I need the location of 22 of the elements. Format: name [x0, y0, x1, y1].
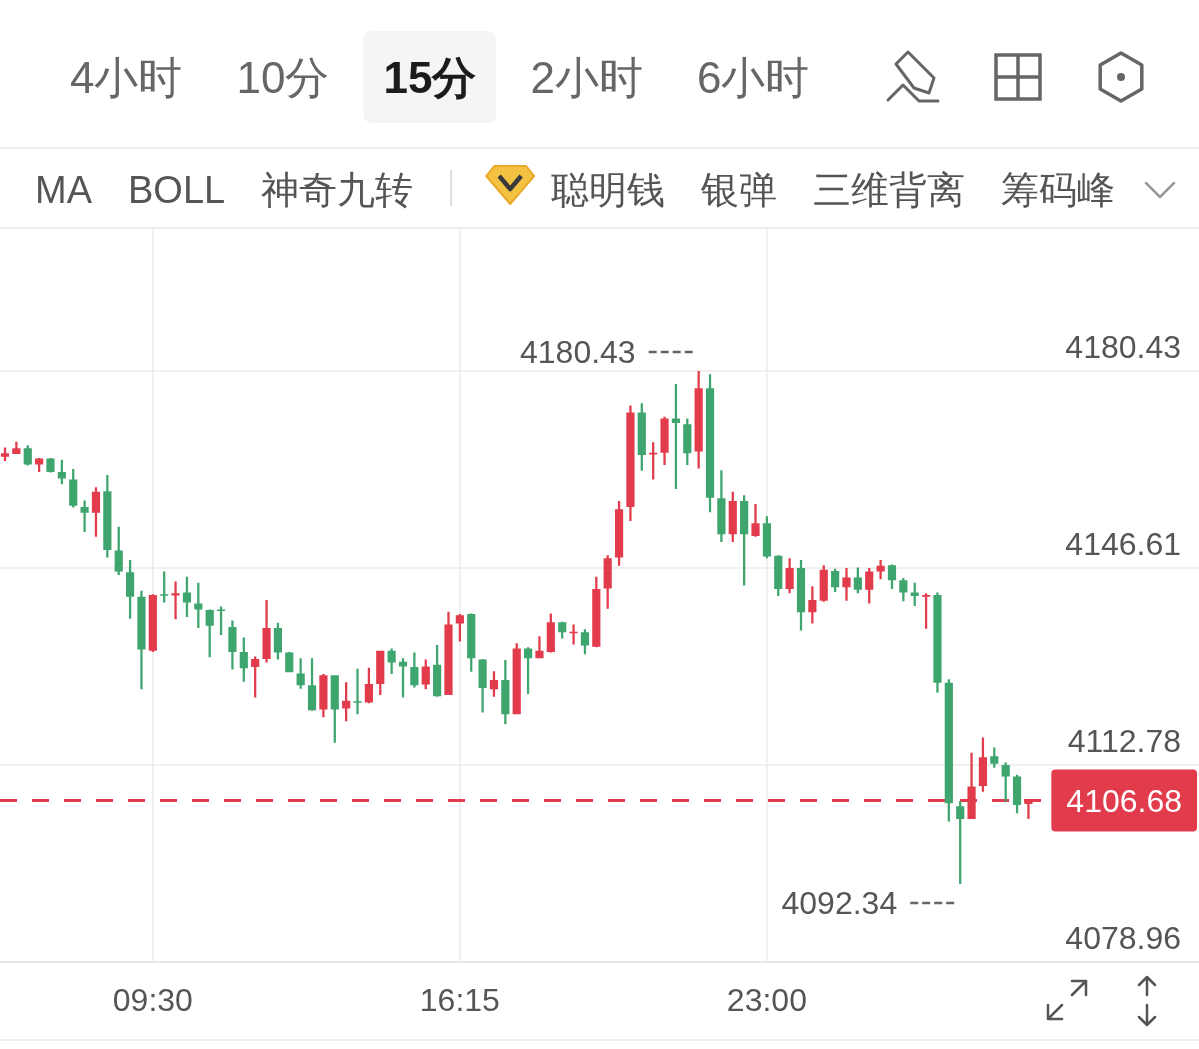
y-tick-label: 4112.78 [1067, 723, 1181, 760]
text: BOLL [128, 169, 226, 211]
y-tick-label: 4078.96 [1065, 920, 1181, 956]
annotation: 4092.34 [781, 885, 898, 922]
text: 2小时 [530, 52, 643, 102]
x-tick-label: 16:15 [419, 982, 500, 1018]
y-tick-label: 4180.43 [1065, 329, 1181, 366]
x-tick-label: 09:30 [112, 982, 193, 1018]
annotation: 4180.43 [519, 334, 636, 371]
text: 筹码峰 [1001, 169, 1116, 211]
x-tick-label: 23:00 [726, 982, 807, 1018]
text: 神奇九转 [261, 169, 414, 211]
text: MA [35, 169, 93, 211]
text: 10分 [236, 52, 330, 102]
text: 银弹 [700, 169, 778, 211]
text: 6小时 [696, 52, 810, 102]
text: 三维背离 [813, 169, 966, 211]
ref-line-label: 4106.68 [1066, 782, 1182, 819]
text: 15分 [383, 52, 477, 102]
text: 聪明钱 [551, 169, 666, 211]
text: 4小时 [70, 52, 183, 102]
y-tick-label: 4146.61 [1065, 526, 1181, 563]
